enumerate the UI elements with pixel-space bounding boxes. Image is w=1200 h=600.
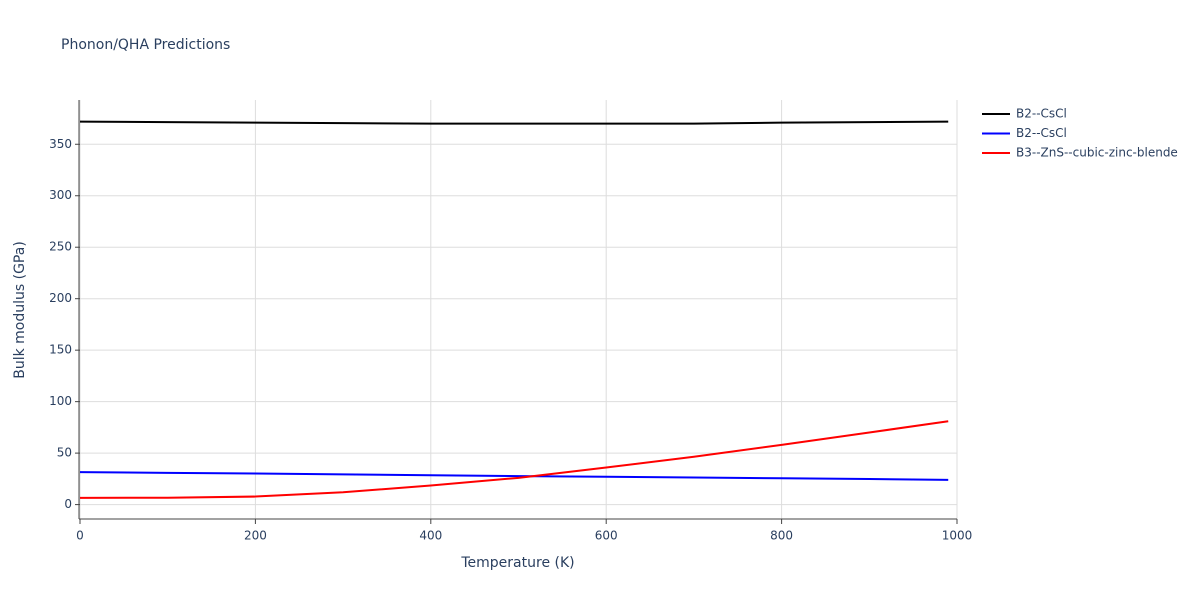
- chart-title: Phonon/QHA Predictions: [61, 37, 230, 53]
- x-tick-label: 400: [419, 529, 442, 543]
- legend-label: B2--CsCl: [1016, 126, 1067, 140]
- x-tick-label: 1000: [942, 529, 973, 543]
- y-tick-label: 100: [49, 394, 72, 408]
- y-tick-label: 150: [49, 343, 72, 357]
- x-tick-label: 800: [770, 529, 793, 543]
- legend-label: B3--ZnS--cubic-zinc-blende: [1016, 146, 1178, 160]
- y-axis-label: Bulk modulus (GPa): [12, 241, 28, 379]
- y-tick-label: 300: [49, 188, 72, 202]
- x-tick-label: 0: [76, 529, 84, 543]
- y-tick-label: 350: [49, 137, 72, 151]
- line-series: [79, 120, 949, 125]
- y-tick-label: 0: [64, 497, 72, 511]
- y-tick-label: 50: [57, 446, 72, 460]
- line-series: [79, 471, 949, 481]
- line-series: [79, 420, 949, 499]
- x-axis-label: Temperature (K): [460, 555, 574, 571]
- legend-label: B2--CsCl: [1016, 107, 1067, 121]
- x-tick-label: 200: [244, 529, 267, 543]
- x-tick-label: 600: [595, 529, 618, 543]
- y-tick-label: 250: [49, 240, 72, 254]
- y-tick-label: 200: [49, 291, 72, 305]
